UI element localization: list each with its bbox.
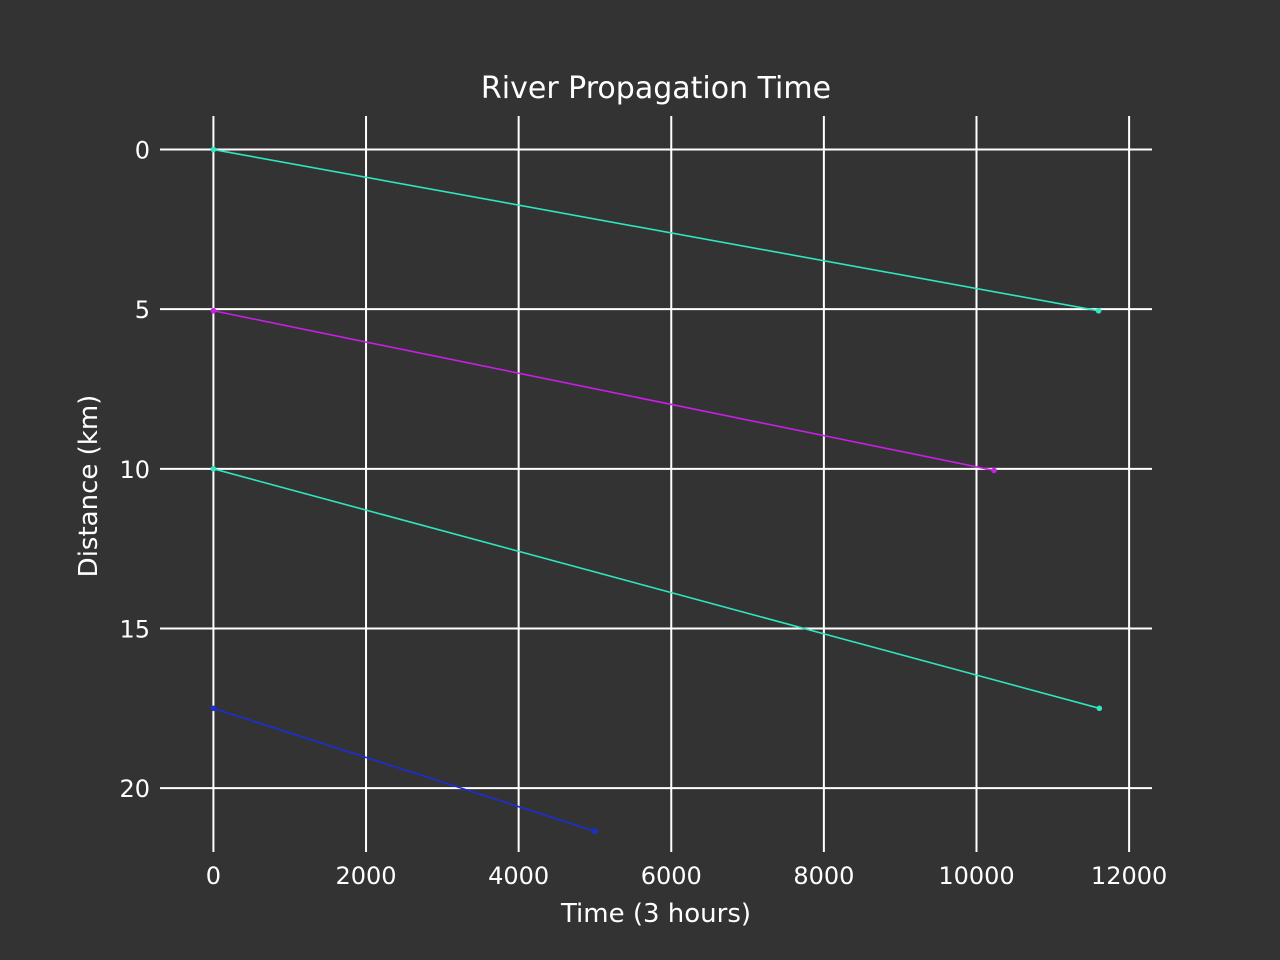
y-tick-label: 20 [119,775,150,803]
data-point [1095,307,1102,314]
x-tick-label: 0 [206,862,221,890]
series-3 [210,705,598,835]
x-tick-label: 4000 [488,862,549,890]
series-0 [210,146,1102,314]
series-line [213,148,1099,312]
data-point [991,467,997,474]
data-point [210,307,217,314]
grid-y [160,148,1152,790]
series-line [213,468,1100,710]
y-tick-label: 5 [135,296,150,324]
x-tick-label: 10000 [938,862,1014,890]
series-1 [210,307,997,474]
data-point [1096,705,1103,712]
series-line [213,707,596,833]
x-axis-label: Time (3 hours) [560,899,751,929]
y-tick-label: 15 [119,615,150,643]
x-tick-label: 6000 [641,862,702,890]
x-tick-labels: 0 2000 4000 6000 8000 10000 12000 [206,862,1168,890]
data-point [210,705,217,712]
x-tick-label: 2000 [335,862,396,890]
series-line [213,309,995,472]
series-2 [210,466,1103,712]
y-tick-label: 0 [135,137,150,165]
data-point [592,828,598,835]
y-tick-label: 10 [119,456,150,484]
series-layer [210,146,1103,835]
data-point [210,466,217,472]
data-point [210,146,217,153]
grid-x [212,116,1131,852]
y-axis-label: Distance (km) [74,395,104,578]
x-tick-label: 8000 [793,862,854,890]
x-tick-label: 12000 [1091,862,1167,890]
chart-title: River Propagation Time [481,71,831,106]
y-tick-labels: 0 5 10 15 20 [119,137,150,804]
